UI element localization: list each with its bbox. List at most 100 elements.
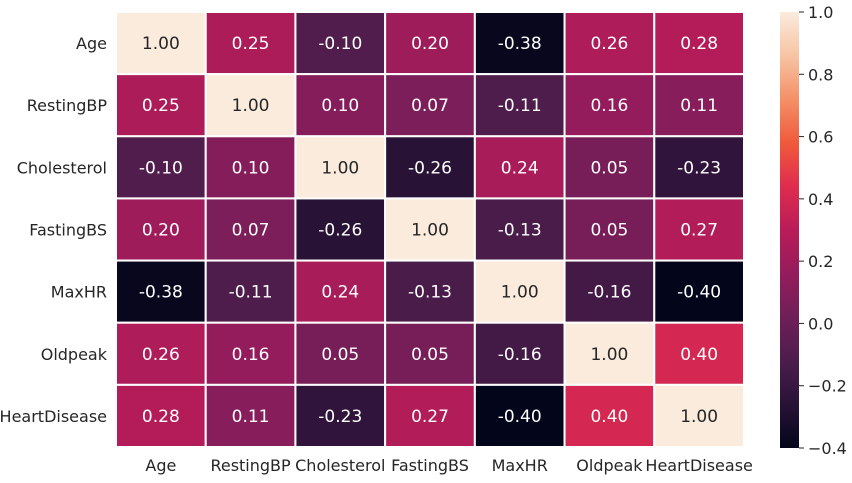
cell-value-label: 0.28 <box>680 34 718 54</box>
row-tick-label: FastingBS <box>29 221 107 240</box>
cell-value-label: 0.24 <box>321 283 359 303</box>
cell-value-label: 1.00 <box>142 34 180 54</box>
cell-value-label: 0.05 <box>321 345 359 365</box>
heatmap-cell <box>653 197 745 262</box>
colorbar-gradient-bar <box>780 12 799 448</box>
heatmap-cell <box>115 73 207 138</box>
row-tick-label: Oldpeak <box>41 345 108 364</box>
row-tick-label: HeartDisease <box>0 407 107 426</box>
heatmap-cell <box>563 383 656 449</box>
colorbar-tick-label: 0.4 <box>808 190 833 209</box>
cell-value-label: 0.26 <box>590 34 628 54</box>
cell-value-label: 0.05 <box>590 158 628 178</box>
cell-value-label: 0.05 <box>411 345 449 365</box>
column-tick-label: Oldpeak <box>576 456 643 475</box>
column-tick-label: RestingBP <box>210 456 291 475</box>
colorbar-tick-label: 0.6 <box>808 128 833 147</box>
cell-value-label: -0.10 <box>139 158 183 178</box>
heatmap-cell <box>653 321 745 386</box>
cell-value-label: -0.26 <box>318 221 362 241</box>
cell-value-label: -0.16 <box>587 283 631 303</box>
heatmap-cell <box>473 135 566 200</box>
cell-value-label: -0.40 <box>677 283 721 303</box>
row-tick-labels: Age RestingBP Cholesterol FastingBS MaxHR Old… <box>0 34 108 426</box>
cell-value-label: 0.10 <box>321 96 359 116</box>
heatmap-cell <box>563 135 656 200</box>
cell-value-label: 0.26 <box>142 345 180 365</box>
heatmap-cell <box>115 321 207 386</box>
heatmap-cell <box>384 135 476 200</box>
cell-value-label: 0.05 <box>590 221 628 241</box>
heatmap-cell <box>653 383 745 449</box>
cell-value-label: -0.10 <box>318 34 362 54</box>
column-tick-label: MaxHR <box>492 456 548 475</box>
cell-value-label: 0.20 <box>142 221 180 241</box>
cell-value-label: 0.11 <box>680 96 718 116</box>
cell-value-label: 1.00 <box>501 283 539 303</box>
cell-value-label: 0.16 <box>590 96 628 116</box>
colorbar-tick-label: 0.2 <box>808 252 833 271</box>
cell-value-label: 0.25 <box>232 34 270 54</box>
row-tick-label: RestingBP <box>27 96 108 115</box>
cell-value-label: -0.38 <box>498 34 542 54</box>
colorbar: −0.4 −0.2 0.0 0.2 0.4 0.6 0.8 1.0 <box>780 3 847 458</box>
cell-value-label: 0.40 <box>590 407 628 427</box>
heatmap-cell <box>204 321 297 386</box>
cell-value-label: 0.20 <box>411 34 449 54</box>
row-tick-label: MaxHR <box>51 283 107 302</box>
colorbar-tick-label: 1.0 <box>808 3 833 22</box>
cell-value-label: -0.23 <box>318 407 362 427</box>
row-tick-label: Age <box>76 34 107 53</box>
cell-value-label: -0.23 <box>677 158 721 178</box>
cell-value-label: -0.11 <box>498 96 542 116</box>
heatmap-cell <box>294 259 387 324</box>
column-tick-label: HeartDisease <box>645 456 752 475</box>
colorbar-tick-label: −0.4 <box>808 439 847 458</box>
cell-value-label: 0.40 <box>680 345 718 365</box>
heatmap-cell <box>115 259 207 324</box>
cell-value-label: -0.13 <box>408 283 452 303</box>
cell-value-label: -0.38 <box>139 283 183 303</box>
heatmap-cell <box>204 11 297 76</box>
cell-value-label: 0.11 <box>232 407 270 427</box>
cell-value-label: -0.11 <box>229 283 273 303</box>
cell-value-label: 0.10 <box>232 158 270 178</box>
colorbar-tick-label: 0.8 <box>808 65 833 84</box>
heatmap-cell <box>294 383 387 449</box>
cell-value-label: 1.00 <box>411 221 449 241</box>
cell-value-label: 0.25 <box>142 96 180 116</box>
column-tick-label: FastingBS <box>391 456 469 475</box>
heatmap-cell <box>294 135 387 200</box>
colorbar-tick-label: −0.2 <box>808 377 847 396</box>
cell-value-label: 0.07 <box>232 221 270 241</box>
row-tick-label: Cholesterol <box>17 158 107 177</box>
cell-value-label: 0.24 <box>501 158 539 178</box>
cell-value-label: -0.40 <box>498 407 542 427</box>
colorbar-tick-label: 0.0 <box>808 314 833 333</box>
cell-value-label: 0.16 <box>232 345 270 365</box>
heatmap-cells: 1.00 0.25 -0.10 0.20 -0.38 0.26 0.28 0.25 1.00 0.… <box>115 11 745 449</box>
cell-value-label: -0.26 <box>408 158 452 178</box>
heatmap-cell <box>294 73 387 138</box>
heatmap-cell <box>204 135 297 200</box>
heatmap-cell <box>653 135 745 200</box>
heatmap-cell <box>473 383 566 449</box>
cell-value-label: 0.27 <box>680 221 718 241</box>
heatmap-cell <box>115 11 207 76</box>
cell-value-label: -0.16 <box>498 345 542 365</box>
heatmap-cell <box>115 197 207 262</box>
heatmap-cell <box>473 73 566 138</box>
heatmap-cell <box>204 197 297 262</box>
heatmap-cell <box>384 383 476 449</box>
cell-value-label: 0.27 <box>411 407 449 427</box>
heatmap-cell <box>563 197 656 262</box>
cell-value-label: 0.07 <box>411 96 449 116</box>
heatmap-cell <box>653 73 745 138</box>
column-tick-label: Age <box>145 456 176 475</box>
cell-value-label: 1.00 <box>232 96 270 116</box>
cell-value-label: 1.00 <box>590 345 628 365</box>
cell-value-label: 1.00 <box>321 158 359 178</box>
cell-value-label: 0.28 <box>142 407 180 427</box>
